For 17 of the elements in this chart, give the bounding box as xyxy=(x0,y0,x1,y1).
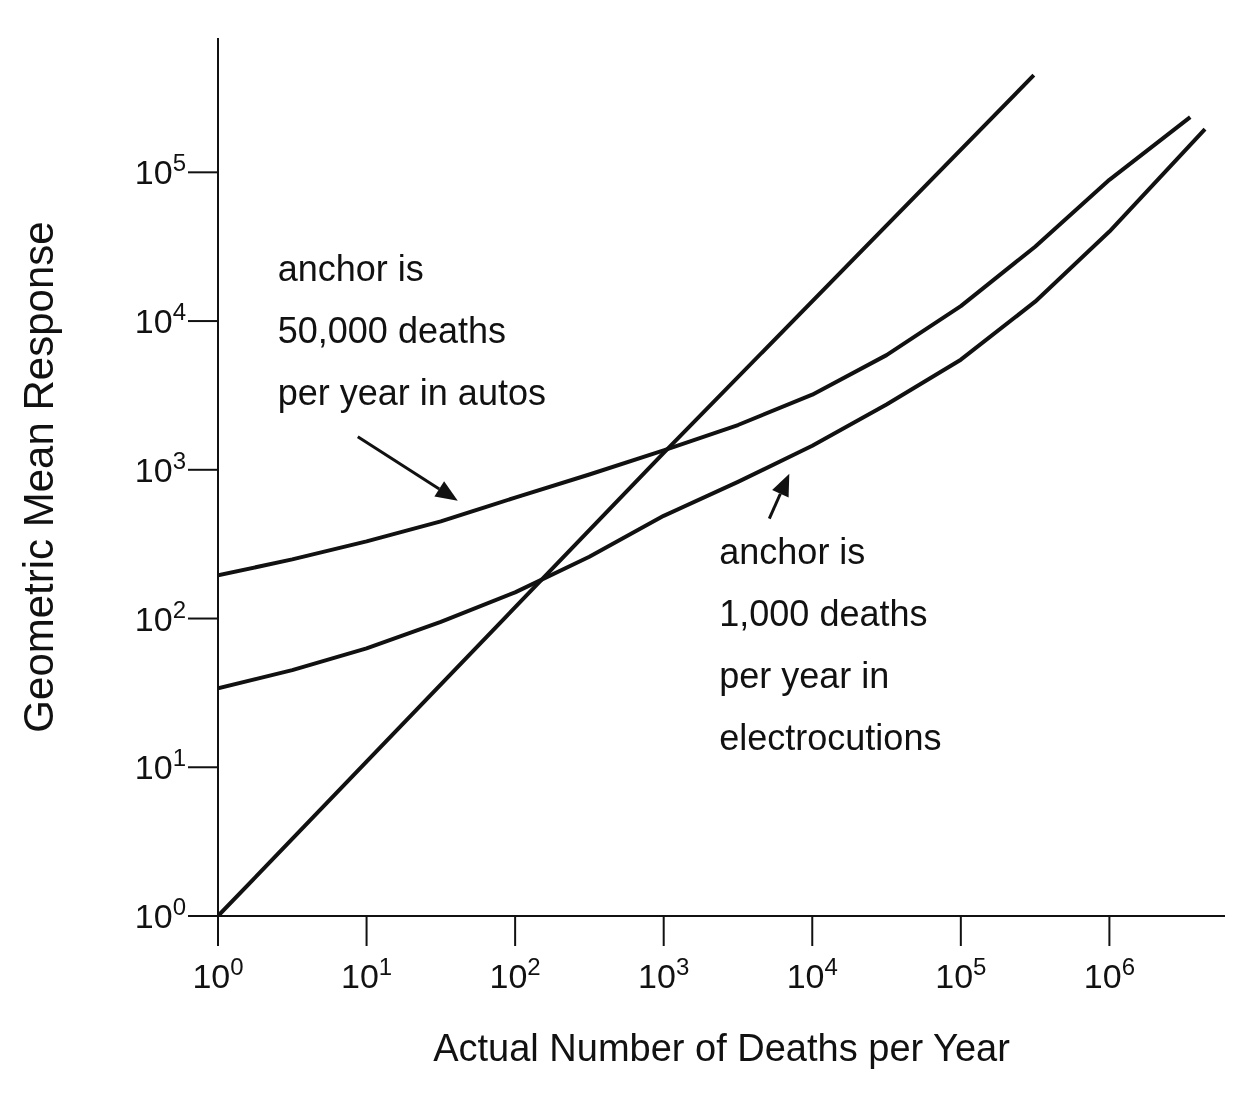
x-tick-label: 10$^{0}$ xyxy=(192,952,244,995)
y-axis-title: Geometric Mean Response xyxy=(14,221,62,733)
x-tick-label: 10$^{2}$ xyxy=(489,952,541,995)
y-tick-label: 10$^{1}$ xyxy=(134,743,186,787)
y-tick-label: 10$^{3}$ xyxy=(134,446,186,489)
x-tick-label: 10$^{6}$ xyxy=(1083,952,1135,995)
y-tick-label: 10$^{0}$ xyxy=(134,892,186,935)
annotation: anchor is 1,000 deaths per year in electrocutions xyxy=(719,530,942,758)
x-tick-label: 10$^{1}$ xyxy=(340,952,393,995)
x-tick-label: 10$^{3}$ xyxy=(638,952,690,995)
y-tick-label: 10$^{4}$ xyxy=(134,297,186,341)
annotation: anchor is 50,000 deaths per year in autos xyxy=(277,247,546,413)
y-tick-label: 10$^{2}$ xyxy=(134,595,186,638)
x-axis-title: Actual Number of Deaths per Year xyxy=(433,1027,1011,1069)
y-tick-label: 10$^{5}$ xyxy=(134,148,186,192)
x-tick-label: 10$^{5}$ xyxy=(935,952,987,995)
x-tick-label: 10$^{4}$ xyxy=(786,952,838,995)
